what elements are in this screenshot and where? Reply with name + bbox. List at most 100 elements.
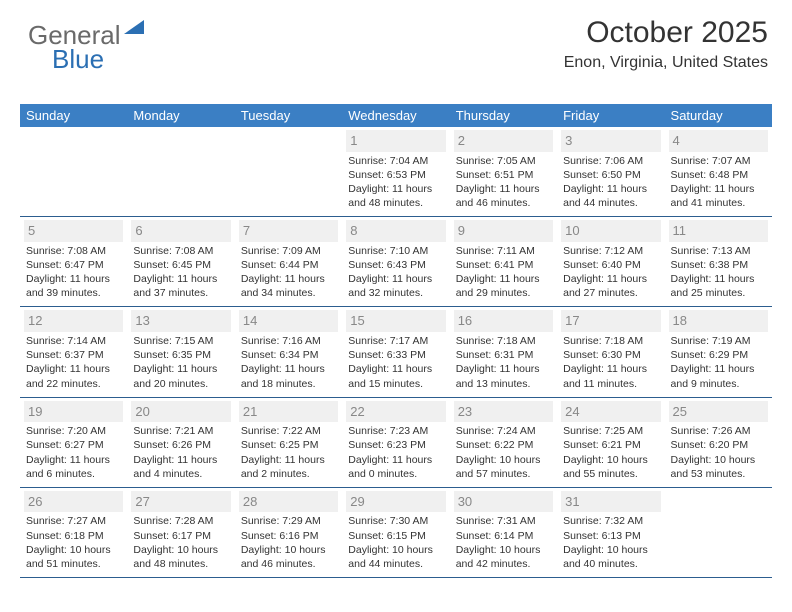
day-details: Sunrise: 7:22 AMSunset: 6:25 PMDaylight:… <box>239 424 338 481</box>
day-details: Sunrise: 7:26 AMSunset: 6:20 PMDaylight:… <box>669 424 768 481</box>
day-details: Sunrise: 7:11 AMSunset: 6:41 PMDaylight:… <box>454 244 553 301</box>
day-details: Sunrise: 7:31 AMSunset: 6:14 PMDaylight:… <box>454 514 553 571</box>
calendar-cell: 9Sunrise: 7:11 AMSunset: 6:41 PMDaylight… <box>450 217 557 307</box>
day-details: Sunrise: 7:14 AMSunset: 6:37 PMDaylight:… <box>24 334 123 391</box>
day-details: Sunrise: 7:20 AMSunset: 6:27 PMDaylight:… <box>24 424 123 481</box>
calendar-row: 26Sunrise: 7:27 AMSunset: 6:18 PMDayligh… <box>20 487 772 577</box>
day-details: Sunrise: 7:19 AMSunset: 6:29 PMDaylight:… <box>669 334 768 391</box>
weekday-header: Thursday <box>450 104 557 127</box>
daylight-line: Daylight: 11 hours and 39 minutes. <box>26 272 121 300</box>
calendar-cell: 26Sunrise: 7:27 AMSunset: 6:18 PMDayligh… <box>20 487 127 577</box>
day-details: Sunrise: 7:28 AMSunset: 6:17 PMDaylight:… <box>131 514 230 571</box>
sunset-line: Sunset: 6:43 PM <box>348 258 443 272</box>
weekday-header: Saturday <box>665 104 772 127</box>
sunrise-line: Sunrise: 7:14 AM <box>26 334 121 348</box>
sunrise-line: Sunrise: 7:13 AM <box>671 244 766 258</box>
sunrise-line: Sunrise: 7:29 AM <box>241 514 336 528</box>
sunset-line: Sunset: 6:29 PM <box>671 348 766 362</box>
sunset-line: Sunset: 6:47 PM <box>26 258 121 272</box>
sunrise-line: Sunrise: 7:08 AM <box>26 244 121 258</box>
daylight-line: Daylight: 10 hours and 46 minutes. <box>241 543 336 571</box>
calendar-cell <box>235 127 342 217</box>
day-details: Sunrise: 7:05 AMSunset: 6:51 PMDaylight:… <box>454 154 553 211</box>
sunset-line: Sunset: 6:41 PM <box>456 258 551 272</box>
calendar-cell: 16Sunrise: 7:18 AMSunset: 6:31 PMDayligh… <box>450 307 557 397</box>
day-number: 12 <box>24 310 123 332</box>
sunrise-line: Sunrise: 7:21 AM <box>133 424 228 438</box>
sunset-line: Sunset: 6:16 PM <box>241 529 336 543</box>
calendar-cell: 3Sunrise: 7:06 AMSunset: 6:50 PMDaylight… <box>557 127 664 217</box>
sunset-line: Sunset: 6:48 PM <box>671 168 766 182</box>
daylight-line: Daylight: 10 hours and 42 minutes. <box>456 543 551 571</box>
sunrise-line: Sunrise: 7:23 AM <box>348 424 443 438</box>
sunset-line: Sunset: 6:23 PM <box>348 438 443 452</box>
daylight-line: Daylight: 11 hours and 44 minutes. <box>563 182 658 210</box>
day-details: Sunrise: 7:15 AMSunset: 6:35 PMDaylight:… <box>131 334 230 391</box>
day-number: 29 <box>346 491 445 513</box>
sunset-line: Sunset: 6:53 PM <box>348 168 443 182</box>
day-number: 4 <box>669 130 768 152</box>
calendar-row: 12Sunrise: 7:14 AMSunset: 6:37 PMDayligh… <box>20 307 772 397</box>
page-title: October 2025 <box>564 16 768 50</box>
day-number: 1 <box>346 130 445 152</box>
daylight-line: Daylight: 11 hours and 48 minutes. <box>348 182 443 210</box>
sunrise-line: Sunrise: 7:09 AM <box>241 244 336 258</box>
daylight-line: Daylight: 10 hours and 44 minutes. <box>348 543 443 571</box>
sunset-line: Sunset: 6:37 PM <box>26 348 121 362</box>
calendar-cell: 12Sunrise: 7:14 AMSunset: 6:37 PMDayligh… <box>20 307 127 397</box>
sunset-line: Sunset: 6:14 PM <box>456 529 551 543</box>
calendar-cell <box>665 487 772 577</box>
sunrise-line: Sunrise: 7:18 AM <box>563 334 658 348</box>
day-details: Sunrise: 7:23 AMSunset: 6:23 PMDaylight:… <box>346 424 445 481</box>
daylight-line: Daylight: 11 hours and 20 minutes. <box>133 362 228 390</box>
calendar-row: 19Sunrise: 7:20 AMSunset: 6:27 PMDayligh… <box>20 397 772 487</box>
calendar-cell: 4Sunrise: 7:07 AMSunset: 6:48 PMDaylight… <box>665 127 772 217</box>
location-text: Enon, Virginia, United States <box>564 54 768 72</box>
day-number: 5 <box>24 220 123 242</box>
calendar-cell: 24Sunrise: 7:25 AMSunset: 6:21 PMDayligh… <box>557 397 664 487</box>
calendar-cell: 7Sunrise: 7:09 AMSunset: 6:44 PMDaylight… <box>235 217 342 307</box>
sunset-line: Sunset: 6:25 PM <box>241 438 336 452</box>
calendar-row: 5Sunrise: 7:08 AMSunset: 6:47 PMDaylight… <box>20 217 772 307</box>
calendar-cell: 2Sunrise: 7:05 AMSunset: 6:51 PMDaylight… <box>450 127 557 217</box>
weekday-header: Sunday <box>20 104 127 127</box>
day-number: 7 <box>239 220 338 242</box>
calendar-cell: 5 Sunrise: 7:08 AMSunset: 6:47 PMDaylight… <box>20 217 127 307</box>
sunset-line: Sunset: 6:15 PM <box>348 529 443 543</box>
day-details: Sunrise: 7:12 AMSunset: 6:40 PMDaylight:… <box>561 244 660 301</box>
calendar-head: SundayMondayTuesdayWednesdayThursdayFrid… <box>20 104 772 127</box>
sunrise-line: Sunrise: 7:16 AM <box>241 334 336 348</box>
day-number: 26 <box>24 491 123 513</box>
calendar-row: 1Sunrise: 7:04 AMSunset: 6:53 PMDaylight… <box>20 127 772 217</box>
sunrise-line: Sunrise: 7:15 AM <box>133 334 228 348</box>
day-details: Sunrise: 7:30 AMSunset: 6:15 PMDaylight:… <box>346 514 445 571</box>
calendar-cell: 14Sunrise: 7:16 AMSunset: 6:34 PMDayligh… <box>235 307 342 397</box>
weekday-header: Friday <box>557 104 664 127</box>
daylight-line: Daylight: 11 hours and 27 minutes. <box>563 272 658 300</box>
day-details: Sunrise: 7:24 AMSunset: 6:22 PMDaylight:… <box>454 424 553 481</box>
sunrise-line: Sunrise: 7:05 AM <box>456 154 551 168</box>
calendar-cell: 23Sunrise: 7:24 AMSunset: 6:22 PMDayligh… <box>450 397 557 487</box>
calendar-cell: 25Sunrise: 7:26 AMSunset: 6:20 PMDayligh… <box>665 397 772 487</box>
daylight-line: Daylight: 11 hours and 11 minutes. <box>563 362 658 390</box>
calendar-cell: 22Sunrise: 7:23 AMSunset: 6:23 PMDayligh… <box>342 397 449 487</box>
day-number: 24 <box>561 401 660 423</box>
sunrise-line: Sunrise: 7:17 AM <box>348 334 443 348</box>
sunset-line: Sunset: 6:51 PM <box>456 168 551 182</box>
day-details: Sunrise: 7:13 AMSunset: 6:38 PMDaylight:… <box>669 244 768 301</box>
day-number: 10 <box>561 220 660 242</box>
day-number: 8 <box>346 220 445 242</box>
day-details: Sunrise: 7:06 AMSunset: 6:50 PMDaylight:… <box>561 154 660 211</box>
sunrise-line: Sunrise: 7:24 AM <box>456 424 551 438</box>
sunset-line: Sunset: 6:18 PM <box>26 529 121 543</box>
calendar-cell: 29Sunrise: 7:30 AMSunset: 6:15 PMDayligh… <box>342 487 449 577</box>
sunrise-line: Sunrise: 7:26 AM <box>671 424 766 438</box>
day-number: 3 <box>561 130 660 152</box>
daylight-line: Daylight: 11 hours and 9 minutes. <box>671 362 766 390</box>
brand-part2-wrap: Blue <box>52 44 104 75</box>
day-details: Sunrise: 7:08 AMSunset: 6:45 PMDaylight:… <box>131 244 230 301</box>
daylight-line: Daylight: 11 hours and 4 minutes. <box>133 453 228 481</box>
day-details: Sunrise: 7:32 AMSunset: 6:13 PMDaylight:… <box>561 514 660 571</box>
sunrise-line: Sunrise: 7:22 AM <box>241 424 336 438</box>
day-number: 6 <box>131 220 230 242</box>
